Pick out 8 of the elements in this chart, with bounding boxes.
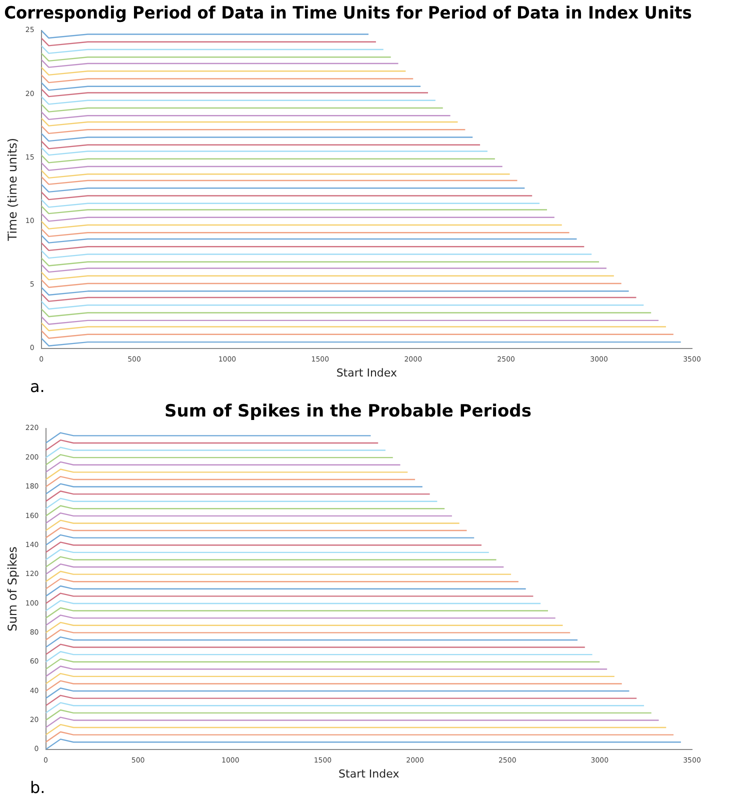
y-axis-title: Time (time units) (5, 138, 20, 242)
chart-title: Sum of Spikes in the Probable Periods (164, 402, 532, 422)
text: a. (30, 377, 45, 396)
y-axis-title: Sum of Spikes (5, 546, 20, 632)
x-axis-title: Start Index (338, 767, 400, 780)
x-axis-title: Start Index (336, 366, 398, 380)
chart-title: Correspondig Period of Data in Time Units for Period of Data in Index Units (4, 3, 692, 23)
text: b. (30, 778, 46, 798)
